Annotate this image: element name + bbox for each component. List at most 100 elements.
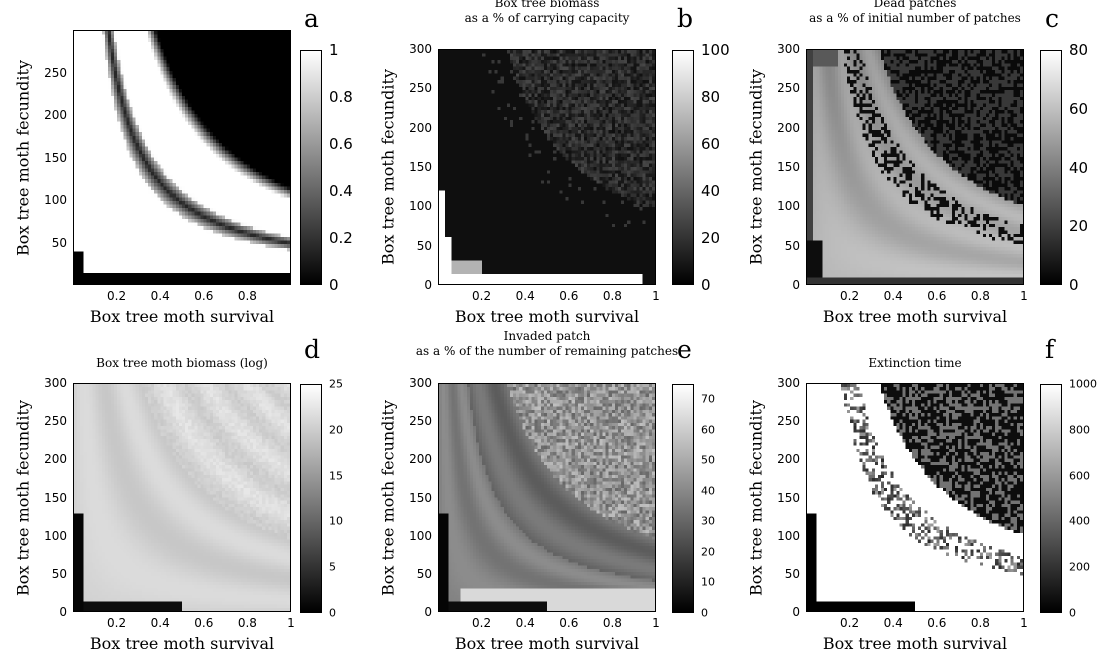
y-tick-label: 100: [44, 193, 67, 207]
colorbar-tick-label: 10: [329, 514, 343, 528]
colorbar-tick-label: 15: [329, 469, 343, 483]
y-tick-label: 0: [792, 278, 800, 292]
y-axis-label: Box tree moth fecundity: [378, 399, 398, 596]
y-tick-label: 50: [784, 238, 800, 253]
x-axis-label: Box tree moth survival: [822, 634, 1008, 653]
x-tick-label: 1: [652, 616, 660, 630]
colorbar-tick-label: 40: [701, 182, 721, 200]
colorbar-tick-label: 70: [701, 392, 715, 406]
y-tick-label: 50: [416, 238, 432, 253]
panel-title-line: Dead patches: [873, 0, 957, 10]
colorbar-tick-label: 0: [701, 276, 711, 294]
colorbar-tick-label: 800: [1069, 423, 1090, 437]
y-tick-label: 250: [777, 414, 800, 429]
colorbar-tick-label: 0: [329, 276, 339, 294]
heatmap-a: [73, 30, 291, 285]
colorbar-tick-label: 60: [701, 135, 721, 153]
y-tick-label: 300: [409, 376, 432, 390]
panel-title-line: as a % of the number of remaining patche…: [415, 344, 679, 358]
panel-title-line: Invaded patch: [503, 329, 591, 343]
colorbar-tick-label: 40: [1069, 158, 1089, 177]
colorbar-tick-label: 600: [1069, 469, 1090, 483]
y-tick-label: 100: [44, 528, 67, 543]
colorbar-tick-label: 0.8: [329, 88, 353, 106]
colorbar-tick-label: 30: [701, 514, 715, 528]
y-tick-label: 0: [59, 605, 67, 619]
x-tick-label: 0.4: [515, 616, 535, 630]
x-tick-label: 0.2: [472, 616, 492, 630]
y-tick-label: 150: [777, 490, 800, 505]
y-tick-label: 200: [44, 108, 67, 122]
x-tick-label: 0.4: [150, 616, 170, 630]
x-axis-label: Box tree moth survival: [89, 634, 275, 653]
colorbar-tick-label: 200: [1069, 560, 1090, 574]
x-tick-label: 0.2: [472, 289, 492, 303]
y-tick-label: 100: [409, 528, 432, 543]
y-tick-label: 50: [416, 566, 432, 581]
colorbar-a: [300, 50, 322, 285]
y-axis-label: Box tree moth fecundity: [746, 68, 766, 266]
colorbar-tick-label: 0.6: [329, 135, 353, 153]
colorbar-tick-label: 0: [1069, 276, 1079, 294]
colorbar-b: [672, 50, 694, 285]
x-tick-label: 0.6: [559, 616, 579, 630]
colorbar-tick-label: 0: [329, 606, 336, 620]
colorbar-tick-label: 40: [701, 484, 715, 498]
x-tick-label: 0.6: [194, 289, 214, 303]
y-tick-label: 100: [409, 199, 432, 214]
y-axis-label: Box tree moth fecundity: [13, 59, 33, 256]
panel-title-line: Box tree biomass: [494, 0, 600, 10]
colorbar-tick-label: 1: [329, 41, 339, 59]
colorbar-tick-label: 60: [1069, 99, 1089, 118]
colorbar-tick-label: 10: [701, 575, 715, 589]
heatmap-b: [438, 49, 656, 285]
y-tick-label: 150: [44, 150, 67, 165]
colorbar-tick-label: 20: [701, 545, 715, 559]
y-tick-label: 250: [44, 414, 67, 429]
x-tick-label: 0.4: [515, 289, 535, 303]
colorbar-tick-label: 100: [701, 41, 730, 59]
x-tick-label: 0.2: [840, 289, 860, 303]
panel-letter: a: [304, 4, 319, 33]
panel-letter: d: [304, 335, 321, 364]
y-tick-label: 150: [777, 160, 800, 174]
colorbar-tick-label: 5: [329, 560, 336, 574]
x-tick-label: 1: [1020, 289, 1028, 303]
colorbar-tick-label: 60: [701, 423, 715, 437]
x-tick-label: 0.6: [559, 289, 579, 303]
y-axis-label: Box tree moth fecundity: [13, 399, 33, 596]
y-tick-label: 250: [409, 414, 432, 429]
panel-title-line: Box tree moth biomass (log): [96, 356, 268, 370]
colorbar-tick-label: 400: [1069, 514, 1090, 528]
y-tick-label: 300: [777, 42, 800, 56]
colorbar-tick-label: 0.4: [329, 182, 353, 200]
heatmap-c: [806, 49, 1024, 285]
x-axis-label: Box tree moth survival: [454, 307, 640, 326]
panel-letter: c: [1045, 4, 1060, 33]
y-tick-label: 0: [424, 278, 432, 292]
x-tick-label: 0.8: [602, 289, 622, 303]
heatmap-f: [806, 383, 1024, 612]
colorbar-tick-label: 1000: [1069, 377, 1097, 391]
y-tick-label: 0: [792, 605, 800, 619]
y-tick-label: 200: [777, 120, 800, 135]
y-tick-label: 50: [784, 566, 800, 581]
colorbar-tick-label: 20: [329, 423, 343, 437]
x-tick-label: 0.2: [107, 616, 127, 630]
y-tick-label: 250: [44, 65, 67, 80]
y-axis-label: Box tree moth fecundity: [746, 399, 766, 596]
x-tick-label: 1: [652, 289, 660, 303]
panel-letter: b: [677, 4, 694, 33]
y-tick-label: 150: [409, 160, 432, 174]
colorbar-tick-label: 0: [701, 606, 708, 620]
y-tick-label: 100: [777, 199, 800, 214]
x-tick-label: 0.4: [883, 289, 903, 303]
colorbar-e: [672, 384, 694, 613]
colorbar-c: [1040, 50, 1062, 285]
colorbar-tick-label: 50: [701, 453, 715, 467]
y-axis-label: Box tree moth fecundity: [378, 68, 398, 266]
y-tick-label: 250: [777, 81, 800, 96]
colorbar-tick-label: 80: [701, 88, 721, 106]
panel-title-line: as a % of carrying capacity: [464, 11, 630, 25]
colorbar-tick-label: 20: [701, 229, 721, 247]
